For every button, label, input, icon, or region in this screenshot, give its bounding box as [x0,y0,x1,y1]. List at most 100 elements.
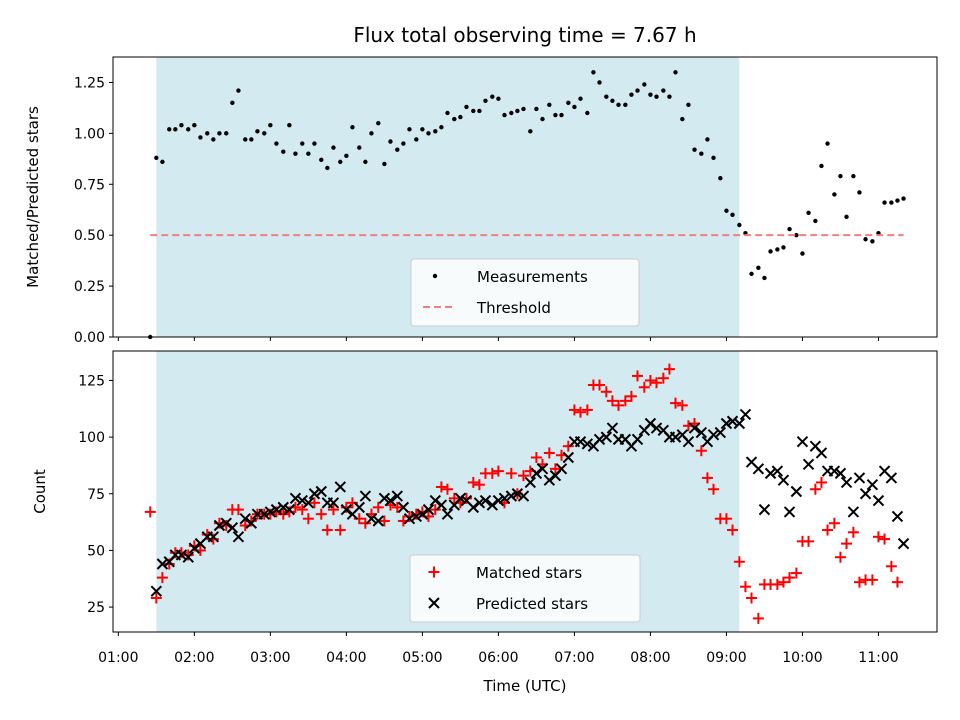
ratio-y-axis: 0.00 0.25 0.50 0.75 1.00 1.25 [74,75,113,346]
measurementspoint [825,141,830,146]
measurementspoint [306,151,311,156]
predicted-starspoint [828,465,841,477]
predicted-starspoint-b [245,517,258,529]
matched-starspoint [581,404,593,416]
measurementspoint [648,92,653,97]
measurementspoint [179,123,184,128]
predicted-starspoint [726,415,739,427]
measurementspoint [509,110,514,116]
matched-starspoint [429,504,441,516]
matched-starspoint [574,406,586,418]
predicted-starspoint [365,512,378,525]
ratio-axes-frame [112,56,938,338]
matched-starspoint [150,592,162,604]
matched-starspoint [657,372,669,384]
matched-starspoint [492,465,504,477]
measurementspoint [287,123,292,128]
predicted-starspoint [714,426,727,439]
x-tick-label: 09:00 [706,650,746,666]
measurementspoint [192,123,197,128]
predicted-starspoint [479,494,492,507]
matched-starspoint [670,397,682,409]
predicted-starspoint [739,408,752,421]
predicted-starspoint [644,417,657,430]
measurementspoint [369,131,374,136]
measurementspoint [274,141,279,146]
predicted-starspoint [505,490,518,502]
predicted-starspoint [150,585,163,597]
predicted-starspoint [752,463,765,475]
predicted-starspoint [555,463,568,475]
predicted-starspoint-b [897,537,910,550]
predicted-starspoint-b [631,433,644,446]
predicted-starspoint-b [720,417,733,430]
ratio-y-tick-label: 1.25 [74,75,105,91]
counts-legend-box [409,554,641,623]
predicted-starspoint-b [372,515,384,527]
ratio-y-axis-label: Matched/Predicted stars [24,106,42,288]
measurementspoint [895,198,900,203]
predicted-starspoint-b [353,501,365,514]
predicted-starspoint-b [441,508,454,520]
measurementspoint [863,237,868,242]
predicted-starspoint-b [828,465,841,477]
matched-starspoint [790,567,802,579]
matched-starspoint [593,379,605,391]
measurementspoint [217,131,222,136]
x-tick-label: 10:00 [782,650,822,666]
predicted-starspoint-b [327,497,340,509]
ratio-y-tick-label: 0.75 [74,177,105,193]
predicted-starspoint [498,492,511,505]
predicted-starspoint-b [511,488,524,500]
matched-starspoint [739,581,751,593]
counts-y-axis-label: Count [31,469,49,514]
predicted-starspoint-b [733,417,746,430]
predicted-starspoint-b [695,426,708,439]
matched-starspoint [746,592,758,604]
predicted-starspoint-b [340,503,353,516]
matched-starspoint [638,381,650,393]
matched-starspoint [625,390,637,402]
predicted-starspoint-b [790,485,803,498]
measurementspoint [629,92,634,97]
predicted-starspoint-b [302,497,315,509]
matched-starspoint [302,513,314,525]
predicted-starspoint [853,472,866,484]
predicted-starspoint [182,551,194,563]
measurementspoint [515,108,520,114]
predicted-starspoint-b [530,467,543,480]
matched-starspoint [232,504,244,516]
x-tick-label: 07:00 [554,650,594,666]
counts-y-tick-label: 125 [78,373,105,389]
measurementspoint [857,190,862,195]
predicted-starspoint-b [460,494,473,507]
matched-starspoint [644,374,656,386]
matched-starspoint [467,476,479,488]
measurementspoint [236,88,241,93]
predicted-starspoint [207,531,220,543]
ratio-legend-handle [432,273,438,279]
chart-title: Flux total observing time = 7.67 h [353,23,696,47]
predicted-starspoint [790,485,803,498]
matched-starspoint [872,531,884,543]
x-tick-label: 11:00 [858,650,898,666]
matched-starspoint [156,572,168,584]
predicted-starspoint [650,422,663,434]
measurementspoint [281,149,286,154]
measurementspoint [787,226,792,232]
matched-starspoint [866,574,878,586]
predicted-starspoint [213,519,226,532]
matched-starspoint [720,513,732,525]
measurementspoint [806,210,811,215]
measurementspoint [547,102,552,108]
measurementspoint [623,102,628,108]
predicted-starspoint [872,494,885,507]
measurementspoint [325,165,330,171]
predicted-starspoint [277,501,289,514]
predicted-starspoint-b [758,503,771,516]
counts-y-axis: 25 50 75 100 125 [78,373,113,616]
predicted-starspoint [631,433,644,446]
ratio-y-tick-label: 1.00 [74,126,105,142]
predicted-starspoint-b [574,435,587,448]
ratio-legend-label: Threshold [476,299,551,317]
